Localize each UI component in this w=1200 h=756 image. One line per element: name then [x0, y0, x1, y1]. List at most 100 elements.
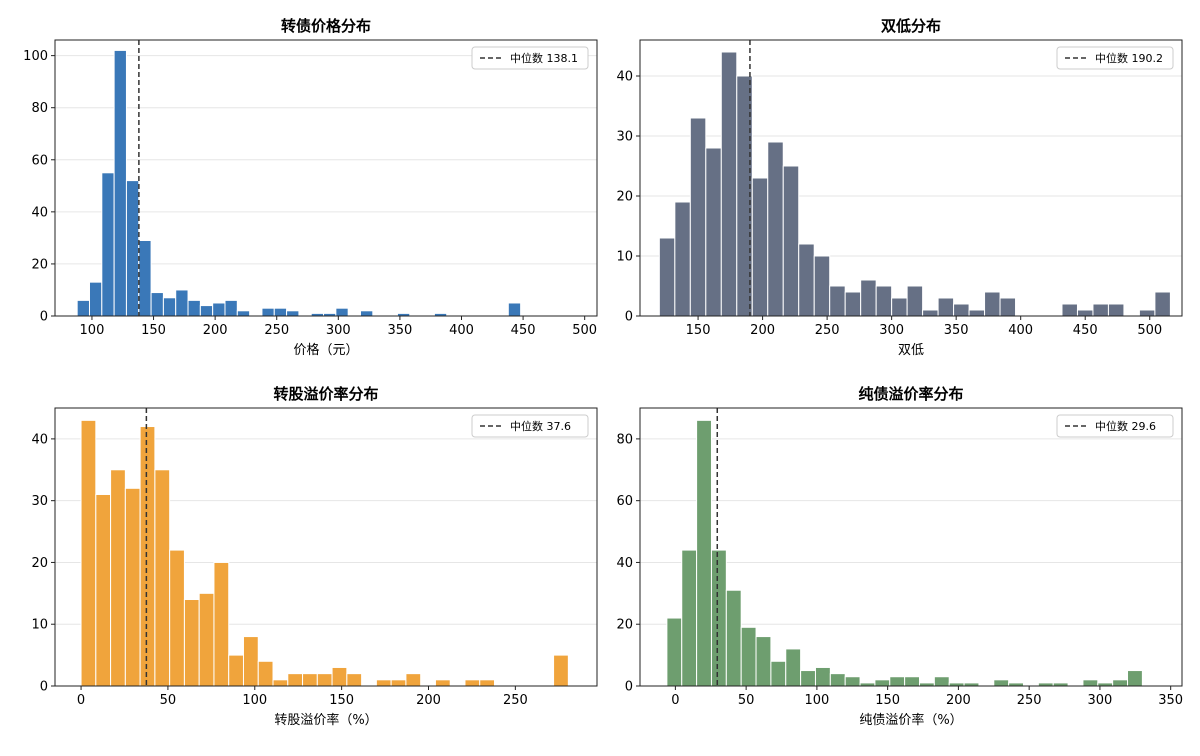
histogram-bar [710, 549, 727, 687]
axes-frame [639, 39, 1183, 317]
x-tick-label: 100 [242, 693, 267, 708]
histogram-bar [1076, 309, 1094, 317]
x-tick-label: 200 [203, 323, 228, 338]
histogram-bar [906, 285, 924, 317]
histogram-bar [1112, 679, 1129, 687]
x-tick-label: 100 [804, 693, 829, 708]
x-tick-label: 0 [77, 693, 85, 708]
x-tick-label: 100 [80, 323, 105, 338]
y-tick-label: 40 [31, 432, 48, 447]
x-tick-label: 400 [1008, 323, 1033, 338]
histogram-bar [1127, 670, 1143, 687]
histogram-bar [984, 291, 1001, 317]
histogram-bar [390, 679, 407, 687]
histogram-bar [213, 561, 230, 687]
histogram-bar [257, 660, 274, 687]
histogram-bar [1061, 303, 1078, 317]
histogram-bar [813, 255, 831, 317]
y-tick-label: 10 [616, 250, 633, 265]
axes-frame [54, 407, 598, 687]
y-tick-label: 0 [40, 680, 48, 695]
histogram-bar [999, 297, 1017, 317]
axes-frame [639, 407, 1183, 687]
y-tick-label: 0 [625, 310, 633, 325]
histogram-bar [302, 673, 318, 687]
histogram-bar [891, 297, 908, 317]
x-tick-label: 150 [686, 323, 711, 338]
histogram-bar [464, 679, 481, 687]
histogram-bar [720, 51, 738, 317]
chart-panel-4: 0 50 100 150 200 250 300 350 0 20 40 60 80 纯债溢价率分布纯债溢… [616, 385, 1183, 728]
histogram-bar [359, 310, 374, 317]
histogram-bar [674, 201, 691, 317]
histogram-bar [212, 302, 226, 317]
chart-title: 转债价格分布 [281, 17, 371, 35]
histogram-bar [183, 599, 200, 687]
x-axis-label: 转股溢价率（%） [274, 712, 377, 728]
histogram-bar [666, 617, 683, 687]
x-axis-label: 价格（元） [293, 342, 358, 358]
x-tick-label: 150 [875, 693, 900, 708]
y-tick-label: 40 [616, 70, 633, 85]
histogram-bar [162, 297, 177, 317]
x-tick-label: 400 [449, 323, 474, 338]
legend-box [471, 46, 589, 70]
y-tick-label: 20 [616, 618, 633, 633]
x-tick-label: 500 [572, 323, 597, 338]
histogram-bar [224, 299, 238, 317]
histogram-bar [681, 549, 698, 687]
histogram-bar [286, 310, 300, 317]
chart-title: 纯债溢价率分布 [858, 385, 963, 403]
histogram-bar [316, 673, 333, 687]
x-tick-label: 0 [671, 693, 679, 708]
legend-label: 中位数 138.1 [510, 51, 578, 65]
histogram-bar [705, 147, 722, 317]
legend: 中位数 29.6 [1056, 414, 1174, 438]
histogram-bar [236, 310, 251, 317]
x-tick-label: 300 [1088, 693, 1113, 708]
histogram-bar [968, 309, 986, 317]
chart-title: 双低分布 [881, 17, 941, 35]
histogram-bar [138, 239, 152, 317]
histogram-bar [405, 673, 422, 687]
histogram-bar [139, 426, 156, 687]
legend-label: 中位数 37.6 [510, 419, 571, 433]
axes-frame [54, 39, 598, 317]
histogram-bar [874, 679, 891, 687]
histogram-bar [993, 679, 1010, 687]
histogram-bar [770, 660, 787, 687]
histogram-bar [785, 648, 802, 687]
histogram-bar [844, 291, 862, 317]
histogram-bar [553, 654, 569, 687]
histogram-bar [860, 279, 877, 317]
x-axis-label: 双低 [898, 343, 924, 358]
histogram-bar [375, 679, 392, 687]
histogram-bar [800, 670, 816, 687]
histogram-bar [1107, 303, 1125, 317]
x-tick-label: 150 [329, 693, 354, 708]
x-tick-label: 50 [738, 693, 755, 708]
histogram-bar [287, 673, 304, 687]
histogram-bar [953, 303, 970, 317]
x-tick-label: 300 [326, 323, 351, 338]
x-tick-label: 250 [503, 693, 528, 708]
legend-box [1056, 46, 1174, 70]
histogram-bar [434, 679, 451, 687]
x-tick-label: 350 [387, 323, 412, 338]
x-tick-label: 450 [1073, 323, 1098, 338]
x-tick-label: 250 [264, 323, 289, 338]
histogram-bar [228, 654, 244, 687]
y-tick-label: 0 [40, 310, 48, 325]
histogram-bar [125, 180, 140, 317]
x-tick-label: 50 [160, 693, 177, 708]
legend: 中位数 37.6 [471, 414, 589, 438]
histogram-bar [273, 307, 288, 317]
histogram-bar [689, 117, 707, 317]
y-tick-label: 40 [616, 556, 633, 571]
histogram-bar [242, 636, 259, 687]
x-tick-label: 200 [416, 693, 441, 708]
histogram-bar [113, 49, 127, 317]
histogram-bar [782, 165, 800, 317]
